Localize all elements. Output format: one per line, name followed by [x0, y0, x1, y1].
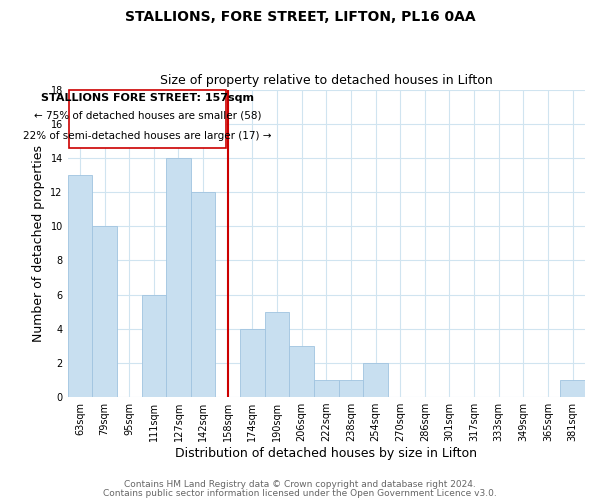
X-axis label: Distribution of detached houses by size in Lifton: Distribution of detached houses by size …	[175, 447, 478, 460]
Text: Contains public sector information licensed under the Open Government Licence v3: Contains public sector information licen…	[103, 488, 497, 498]
Bar	[265, 312, 289, 397]
Text: ← 75% of detached houses are smaller (58): ← 75% of detached houses are smaller (58…	[34, 110, 261, 120]
Bar	[363, 363, 388, 397]
Bar	[338, 380, 363, 397]
Bar	[142, 294, 166, 397]
Bar	[560, 380, 585, 397]
Y-axis label: Number of detached properties: Number of detached properties	[32, 145, 45, 342]
Title: Size of property relative to detached houses in Lifton: Size of property relative to detached ho…	[160, 74, 493, 87]
Bar	[92, 226, 117, 397]
Text: 22% of semi-detached houses are larger (17) →: 22% of semi-detached houses are larger (…	[23, 130, 272, 140]
Bar	[314, 380, 338, 397]
Bar	[191, 192, 215, 397]
Text: STALLIONS, FORE STREET, LIFTON, PL16 0AA: STALLIONS, FORE STREET, LIFTON, PL16 0AA	[125, 10, 475, 24]
FancyBboxPatch shape	[69, 90, 226, 148]
Bar	[289, 346, 314, 397]
Bar	[166, 158, 191, 397]
Bar	[68, 175, 92, 397]
Text: Contains HM Land Registry data © Crown copyright and database right 2024.: Contains HM Land Registry data © Crown c…	[124, 480, 476, 489]
Bar	[240, 328, 265, 397]
Text: STALLIONS FORE STREET: 157sqm: STALLIONS FORE STREET: 157sqm	[41, 93, 254, 103]
